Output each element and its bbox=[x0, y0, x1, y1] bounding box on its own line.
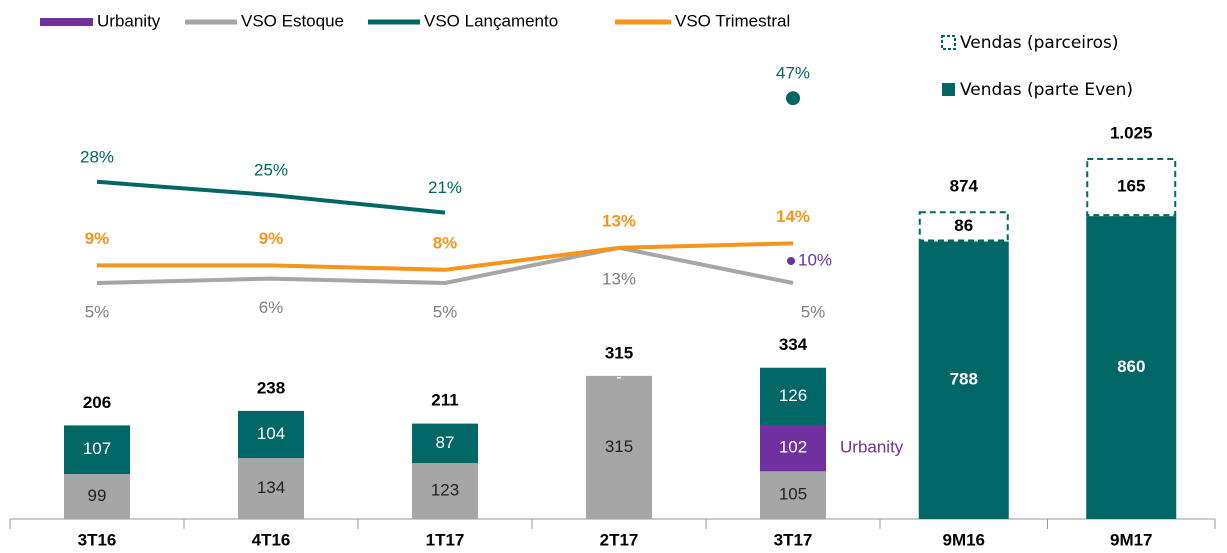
bar-value-label: - bbox=[616, 367, 622, 386]
line-value-label: 5% bbox=[85, 302, 110, 321]
bar-segment bbox=[760, 424, 826, 472]
legend-label: VSO Lançamento bbox=[424, 11, 558, 30]
line-value-label: 47% bbox=[776, 64, 810, 83]
line-value-label: 5% bbox=[433, 302, 458, 321]
bar-segment bbox=[64, 474, 130, 519]
total-label: 334 bbox=[779, 335, 808, 354]
x-tick-label: 3T16 bbox=[78, 530, 117, 549]
bar-segment bbox=[238, 458, 304, 519]
line-value-label: 9% bbox=[85, 229, 110, 248]
bar-segment bbox=[64, 425, 130, 475]
annotation: Urbanity bbox=[840, 438, 904, 457]
x-tick-label: 2T17 bbox=[600, 530, 639, 549]
bar-value-label: 165 bbox=[1117, 177, 1145, 196]
bar-value-label: 788 bbox=[950, 370, 978, 389]
legend-swatch bbox=[942, 83, 955, 96]
bar-value-label: 107 bbox=[83, 439, 111, 458]
line bbox=[97, 241, 794, 272]
legend-label: Urbanity bbox=[97, 11, 161, 30]
bar-value-label: 134 bbox=[257, 478, 285, 497]
x-tick-label: 4T16 bbox=[252, 530, 291, 549]
line-value-label: 13% bbox=[602, 211, 636, 230]
bar-value-label: 104 bbox=[257, 424, 285, 443]
x-tick-label: 9M17 bbox=[1110, 530, 1153, 549]
bar-segment bbox=[238, 410, 304, 459]
total-label: 1.025 bbox=[1110, 124, 1153, 143]
legend-label: Vendas (parte Even) bbox=[960, 80, 1133, 100]
legend-label: VSO Estoque bbox=[241, 11, 344, 30]
total-label: 315 bbox=[605, 343, 633, 362]
total-label: 206 bbox=[83, 393, 111, 412]
bar-segment bbox=[760, 367, 826, 425]
x-tick-label: 1T17 bbox=[426, 530, 465, 549]
bar-value-label: 315 bbox=[605, 437, 633, 456]
bar-value-label: 123 bbox=[431, 481, 459, 500]
bar-segment bbox=[760, 471, 826, 519]
total-label: 211 bbox=[431, 391, 458, 410]
x-tick-label: 3T17 bbox=[774, 530, 813, 549]
bar-segment bbox=[586, 375, 652, 519]
line-value-label: 28% bbox=[80, 147, 114, 166]
line-value-label: 10% bbox=[798, 250, 832, 269]
bar-value-label: 105 bbox=[779, 485, 807, 504]
total-label: 874 bbox=[950, 177, 979, 196]
line-value-label: 9% bbox=[259, 229, 284, 248]
line-value-label: 6% bbox=[259, 298, 284, 317]
line-point bbox=[787, 257, 795, 265]
line-value-label: 14% bbox=[776, 207, 810, 226]
bar-segment bbox=[1086, 158, 1177, 217]
line-value-label: 13% bbox=[602, 269, 636, 288]
line-value-label: 8% bbox=[433, 233, 458, 252]
bar-segment bbox=[412, 423, 478, 464]
bar-segment bbox=[412, 463, 478, 519]
bar-segment bbox=[1086, 216, 1177, 519]
x-tick-label: 9M16 bbox=[942, 530, 985, 549]
bar-segment bbox=[918, 241, 1009, 520]
legend-label: Vendas (parceiros) bbox=[960, 33, 1119, 53]
bar-value-label: 860 bbox=[1117, 357, 1145, 376]
legend-swatch bbox=[941, 35, 956, 50]
total-label: 238 bbox=[257, 378, 285, 397]
bar-value-label: 99 bbox=[88, 486, 107, 505]
bar-value-label: 102 bbox=[779, 438, 807, 457]
line bbox=[96, 179, 446, 215]
line-value-label: 25% bbox=[254, 160, 288, 179]
line bbox=[96, 245, 794, 285]
line-value-label: 5% bbox=[801, 302, 826, 321]
bar-value-label: 86 bbox=[954, 216, 973, 235]
line-value-label: 21% bbox=[428, 178, 462, 197]
legend-label: VSO Trimestral bbox=[675, 11, 790, 30]
bar-segment bbox=[918, 211, 1009, 242]
bar-value-label: 126 bbox=[779, 386, 807, 405]
bar-value-label: 87 bbox=[436, 433, 455, 452]
line-point bbox=[786, 91, 800, 106]
